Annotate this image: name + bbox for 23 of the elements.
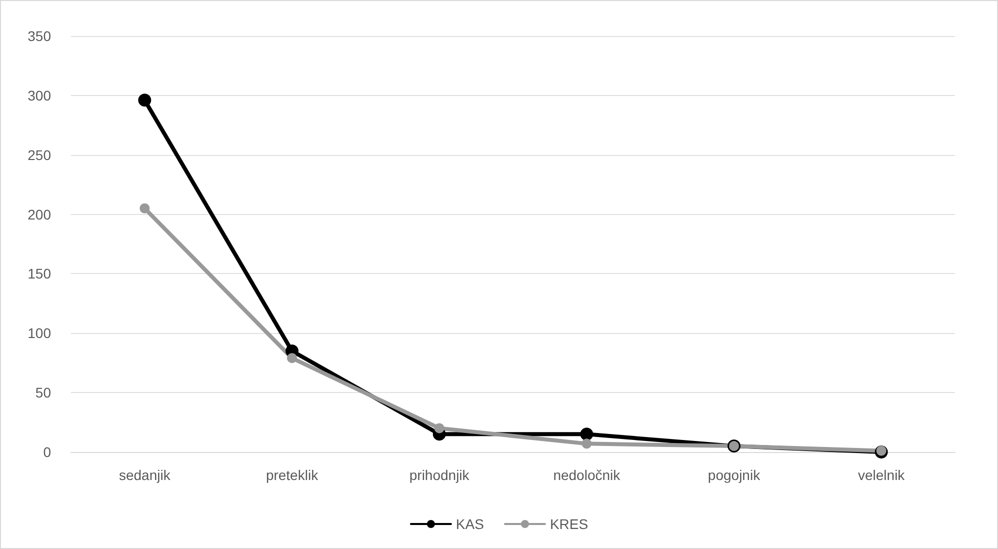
- y-tick-label: 300: [28, 87, 52, 104]
- x-tick-label: sedanjik: [118, 467, 172, 483]
- point: [434, 423, 444, 434]
- legend-label: KRES: [550, 516, 588, 532]
- x-tick-label: nedoločnik: [553, 467, 622, 483]
- point: [580, 428, 594, 441]
- point: [582, 438, 592, 449]
- x-tick-label: prihodnjik: [409, 467, 470, 483]
- x-tick-label: velelnik: [858, 467, 906, 483]
- point: [287, 353, 297, 364]
- y-tick-label: 0: [43, 444, 52, 460]
- legend-label: KAS: [456, 516, 484, 532]
- y-tick-label: 250: [28, 146, 52, 163]
- y-tick-label: 350: [28, 28, 52, 44]
- y-tick-label: 50: [35, 384, 52, 401]
- y-tick-label: 100: [28, 325, 52, 342]
- y-tick-label: 150: [28, 266, 52, 282]
- point: [140, 203, 150, 214]
- x-tick-label: pogojnik: [708, 467, 762, 483]
- point: [138, 94, 152, 107]
- x-tick-label: preteklik: [266, 467, 320, 483]
- point: [876, 446, 886, 456]
- y-tick-label: 200: [28, 206, 52, 222]
